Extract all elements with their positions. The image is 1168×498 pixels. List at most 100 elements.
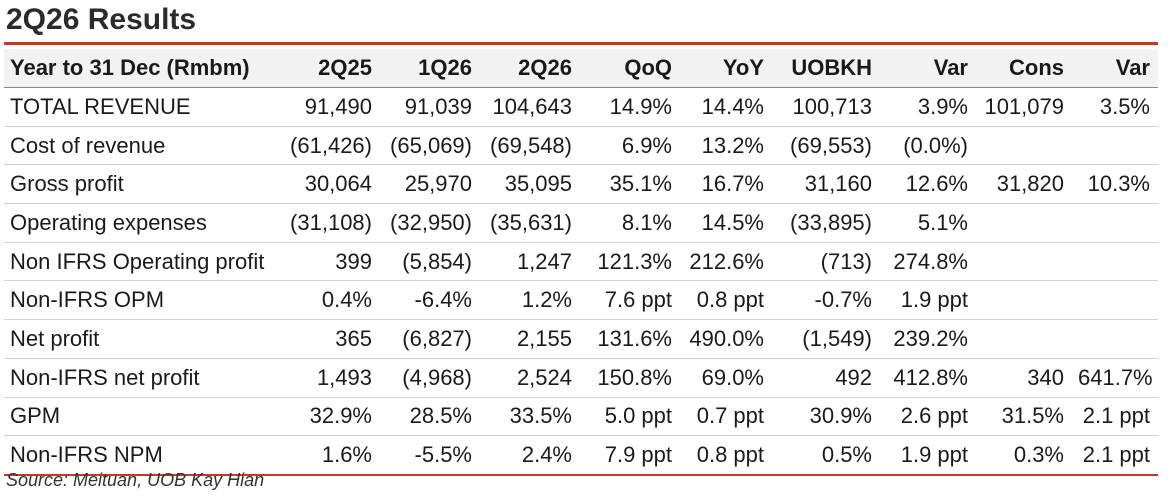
source-note: Source: Meituan, UOB Kay Hian <box>6 470 265 490</box>
table-cell: (5,854) <box>402 248 472 274</box>
table-cell: 2.1 ppt <box>1082 403 1150 429</box>
table-cell: 641.7% <box>1078 364 1153 390</box>
row-label: Non-IFRS NPM <box>10 442 163 468</box>
table-cell <box>976 242 1072 281</box>
table-cell <box>976 281 1072 320</box>
table-cell <box>1072 242 1158 281</box>
table-cell: 30,064 <box>304 171 372 197</box>
table-cell: -6.4% <box>414 287 472 313</box>
column-header: 2Q25 <box>276 49 380 88</box>
table-cell: 365 <box>335 325 372 351</box>
table-cell: 2.4% <box>521 442 572 468</box>
column-header: 2Q26 <box>480 49 580 88</box>
table-cell: 1.9 ppt <box>900 287 968 313</box>
row-label: Gross profit <box>10 171 124 197</box>
table-cell: 69.0% <box>701 364 764 390</box>
table-cell: 101,079 <box>984 93 1064 119</box>
table-cell: (713) <box>820 248 872 274</box>
table-cell: (65,069) <box>390 132 472 158</box>
table-cell: (6,827) <box>402 325 472 351</box>
table-cell: 274.8% <box>893 248 968 274</box>
table-cell: 121.3% <box>597 248 672 274</box>
table-row: Gross profit 30,064 25,970 35,095 35.1% 16.7%… <box>4 165 1158 204</box>
table-cell: 6.9% <box>621 132 672 158</box>
row-label: Net profit <box>10 325 100 351</box>
table-cell: 0.3% <box>1013 442 1064 468</box>
table-cell: (32,950) <box>390 209 472 235</box>
row-label: GPM <box>10 403 61 429</box>
table-cell: 1,247 <box>516 248 572 274</box>
table-cell: 150.8% <box>597 364 672 390</box>
table-cell: 14.9% <box>609 93 672 119</box>
table-cell: 100,713 <box>792 93 872 119</box>
table-cell: 7.9 ppt <box>604 442 672 468</box>
row-label: Non-IFRS net profit <box>10 364 200 390</box>
column-header: Cons <box>976 49 1072 88</box>
table-cell: 5.0 ppt <box>604 403 672 429</box>
table-cell: 5.1% <box>917 209 968 235</box>
table-cell: (33,895) <box>790 209 872 235</box>
table-cell: 28.5% <box>409 403 472 429</box>
table-cell <box>1072 126 1158 165</box>
table-cell: (0.0%) <box>903 132 968 158</box>
table-cell: 239.2% <box>893 325 968 351</box>
table-cell: (4,968) <box>402 364 472 390</box>
table-cell: 35.1% <box>609 171 672 197</box>
table-cell: 0.8 ppt <box>696 442 764 468</box>
table-cell: 1.9 ppt <box>900 442 968 468</box>
table-cell: 399 <box>335 248 372 274</box>
table-cell: (69,548) <box>490 132 572 158</box>
table-cell: 30.9% <box>809 403 872 429</box>
table-cell: 212.6% <box>689 248 764 274</box>
table-cell: 32.9% <box>309 403 372 429</box>
table-cell: 2,524 <box>516 364 572 390</box>
table-cell <box>1072 204 1158 243</box>
table-cell: 14.4% <box>701 93 764 119</box>
table-cell: 490.0% <box>689 325 764 351</box>
table-cell: (1,549) <box>802 325 872 351</box>
column-header-label: Year to 31 Dec (Rmbm) <box>4 49 276 88</box>
table-cell: -0.7% <box>814 287 872 313</box>
table-cell: 10.3% <box>1087 171 1150 197</box>
table-cell: 31,160 <box>804 171 872 197</box>
table-cell: 0.4% <box>321 287 372 313</box>
table-cell <box>976 204 1072 243</box>
table-cell: 2.6 ppt <box>900 403 968 429</box>
table-cell: 0.7 ppt <box>696 403 764 429</box>
table-cell: 91,039 <box>404 93 472 119</box>
table-cell: (61,426) <box>290 132 372 158</box>
page-title: 2Q26 Results <box>6 3 197 36</box>
table-cell: 1,493 <box>316 364 372 390</box>
table-cell: 25,970 <box>404 171 472 197</box>
table-cell <box>1072 320 1158 359</box>
table-cell: (69,553) <box>790 132 872 158</box>
table-cell: 3.9% <box>917 93 968 119</box>
results-table: Year to 31 Dec (Rmbm) 2Q25 1Q26 2Q26 QoQ YoY U… <box>4 49 1158 476</box>
table-row: Operating expenses (31,108) (32,950) (35,63… <box>4 204 1158 243</box>
table-cell: (31,108) <box>290 209 372 235</box>
table-cell: 0.5% <box>821 442 872 468</box>
table-row: Non-IFRS NPM 1.6% -5.5% 2.4% 7.9 ppt 0.8 ppt 0… <box>4 436 1158 475</box>
table-cell: 340 <box>1027 364 1064 390</box>
column-header: 1Q26 <box>380 49 480 88</box>
table-cell: 13.2% <box>701 132 764 158</box>
table-cell: -5.5% <box>414 442 472 468</box>
table-row: Net profit 365 (6,827) 2,155 131.6% 490.0% (1,… <box>4 320 1158 359</box>
row-label: Operating expenses <box>10 209 207 235</box>
row-label: Cost of revenue <box>10 132 166 158</box>
table-cell: 91,490 <box>304 93 372 119</box>
table-cell: 2,155 <box>516 325 572 351</box>
table-cell <box>976 126 1072 165</box>
table-cell: 7.6 ppt <box>604 287 672 313</box>
table-cell: 16.7% <box>701 171 764 197</box>
table-cell: 8.1% <box>621 209 672 235</box>
table-cell: 492 <box>835 364 872 390</box>
table-body: TOTAL REVENUE 91,490 91,039 104,643 14.9% 14.… <box>4 88 1158 475</box>
row-label: Non-IFRS OPM <box>10 287 165 313</box>
row-label: Non IFRS Operating profit <box>10 248 265 274</box>
table-cell: 104,643 <box>492 93 572 119</box>
table-row: GPM 32.9% 28.5% 33.5% 5.0 ppt 0.7 ppt 30.9% 2.6… <box>4 397 1158 436</box>
table-cell: 412.8% <box>893 364 968 390</box>
table-cell: 14.5% <box>701 209 764 235</box>
table-cell: 2.1 ppt <box>1082 442 1150 468</box>
